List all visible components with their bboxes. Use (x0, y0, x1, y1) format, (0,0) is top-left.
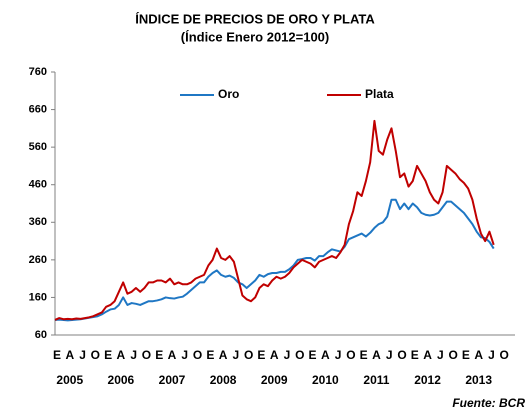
x-tick-label: A (423, 348, 432, 362)
x-tick-label: J (335, 348, 342, 362)
x-tick-label: E (206, 348, 214, 362)
y-tick-label: 260 (29, 254, 47, 266)
year-label: 2006 (108, 373, 135, 387)
x-tick-label: O (91, 348, 100, 362)
x-tick-label: O (500, 348, 509, 362)
x-tick-label: E (411, 348, 419, 362)
x-tick-label: E (155, 348, 163, 362)
x-tick-label: J (130, 348, 137, 362)
x-tick-label: A (117, 348, 126, 362)
x-tick-label: E (104, 348, 112, 362)
x-tick-label: J (437, 348, 444, 362)
x-tick-label: O (142, 348, 151, 362)
x-tick-label: O (397, 348, 406, 362)
x-tick-label: A (65, 348, 74, 362)
x-tick-label: O (295, 348, 304, 362)
x-tick-label: E (360, 348, 368, 362)
source: Fuente: BCR (452, 396, 525, 410)
x-tick-label: A (168, 348, 177, 362)
x-tick-label: J (233, 348, 240, 362)
year-label: 2005 (56, 373, 83, 387)
line-series (54, 198, 495, 322)
y-tick-label: 160 (29, 291, 47, 303)
x-tick-label: J (488, 348, 495, 362)
chart-subtitle: (Índice Enero 2012=100) (181, 29, 330, 44)
x-tick-label: E (462, 348, 470, 362)
x-tick-label: O (193, 348, 202, 362)
x-tick-label: A (474, 348, 483, 362)
x-tick-label: A (372, 348, 381, 362)
x-tick-label: J (181, 348, 188, 362)
line-series (54, 119, 495, 321)
x-tick-label: J (79, 348, 86, 362)
x-tick-label: O (346, 348, 355, 362)
y-tick-label: 360 (29, 216, 47, 228)
y-tick-label: 460 (29, 179, 47, 191)
year-label: 2009 (261, 373, 288, 387)
y-tick-label: 560 (29, 141, 47, 153)
year-label: 2013 (465, 373, 492, 387)
year-label: 2012 (414, 373, 441, 387)
chart-title: ÍNDICE DE PRECIOS DE ORO Y PLATA (135, 11, 375, 26)
x-tick-label: E (53, 348, 61, 362)
year-label: 2010 (312, 373, 339, 387)
x-tick-label: A (270, 348, 279, 362)
x-tick-label: A (219, 348, 228, 362)
x-tick-label: A (321, 348, 330, 362)
y-tick-label: 60 (35, 329, 47, 341)
x-tick-label: J (284, 348, 291, 362)
legend-label: Plata (365, 87, 394, 101)
year-label: 2008 (210, 373, 237, 387)
x-tick-label: J (386, 348, 393, 362)
x-tick-label: E (257, 348, 265, 362)
x-tick-label: E (309, 348, 317, 362)
x-tick-label: O (244, 348, 253, 362)
y-tick-label: 660 (29, 103, 47, 115)
x-tick-label: O (448, 348, 457, 362)
year-label: 2011 (363, 373, 389, 387)
year-label: 2007 (159, 373, 186, 387)
y-tick-label: 760 (29, 66, 47, 78)
legend-label: Oro (218, 87, 239, 101)
